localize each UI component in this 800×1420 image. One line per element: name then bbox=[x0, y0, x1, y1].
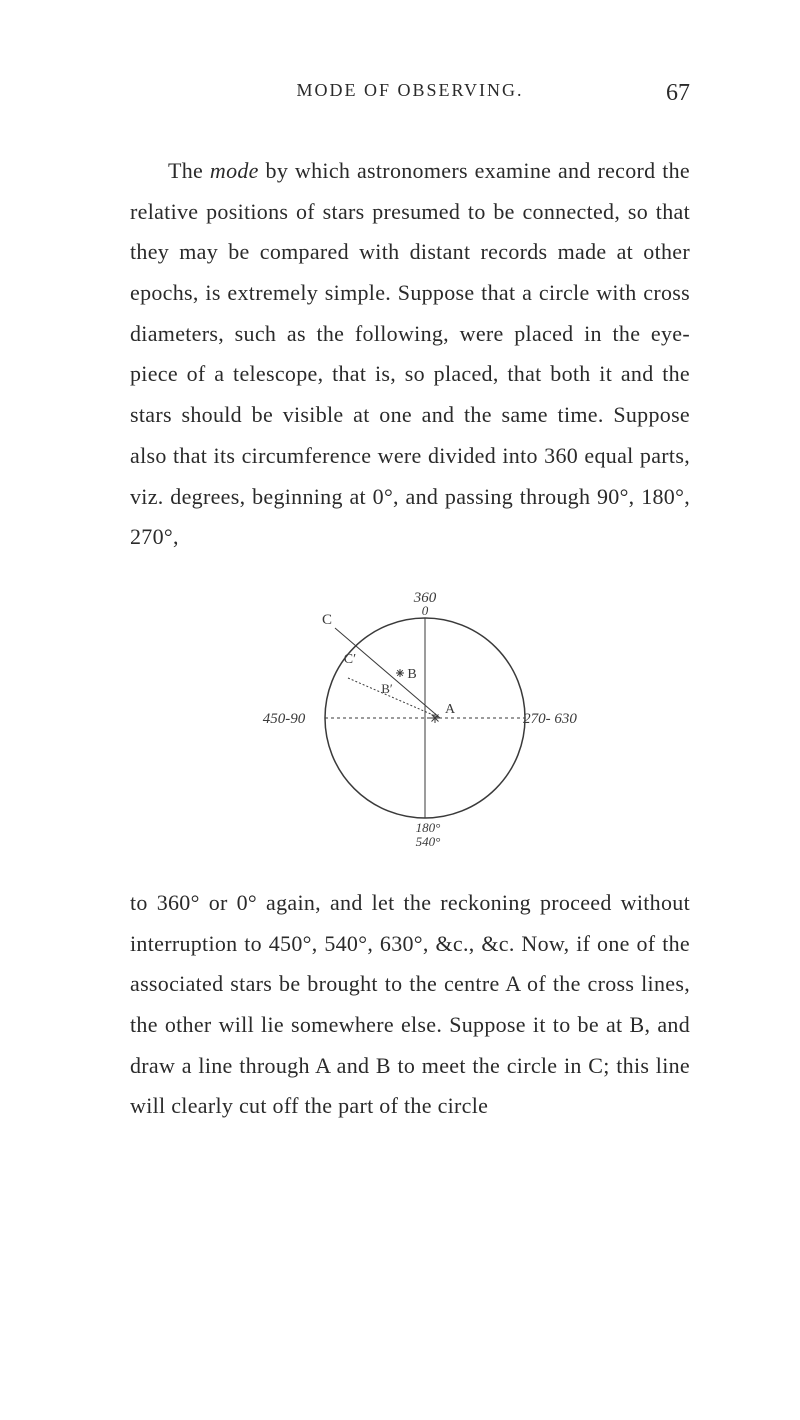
svg-text:A: A bbox=[445, 702, 456, 717]
svg-text:270- 630: 270- 630 bbox=[523, 711, 577, 727]
para1-rest: by which astronomers examine and record … bbox=[130, 158, 690, 549]
para1-italic: mode bbox=[210, 158, 259, 183]
page-header: MODE OF OBSERVING. 67 bbox=[130, 80, 690, 101]
svg-text:540°: 540° bbox=[416, 834, 441, 848]
circle-diagram: 3600450-90270- 630180°540°CC′BB′A bbox=[240, 578, 580, 848]
page-container: MODE OF OBSERVING. 67 The mode by which … bbox=[0, 0, 800, 1187]
header-title: MODE OF OBSERVING. bbox=[296, 80, 523, 101]
diagram-container: 3600450-90270- 630180°540°CC′BB′A bbox=[130, 578, 690, 853]
paragraph-2: to 360° or 0° again, and let the reckoni… bbox=[130, 883, 690, 1127]
para1-prefix: The bbox=[168, 158, 210, 183]
page-number: 67 bbox=[666, 80, 690, 107]
svg-text:C′: C′ bbox=[344, 652, 356, 667]
svg-text:0: 0 bbox=[422, 603, 429, 618]
svg-text:B: B bbox=[407, 667, 416, 682]
paragraph-1: The mode by which astronomers examine an… bbox=[130, 151, 690, 558]
svg-text:B′: B′ bbox=[381, 681, 393, 696]
svg-text:180°: 180° bbox=[416, 820, 441, 835]
svg-text:450-90: 450-90 bbox=[263, 711, 306, 727]
svg-text:C: C bbox=[322, 612, 332, 628]
